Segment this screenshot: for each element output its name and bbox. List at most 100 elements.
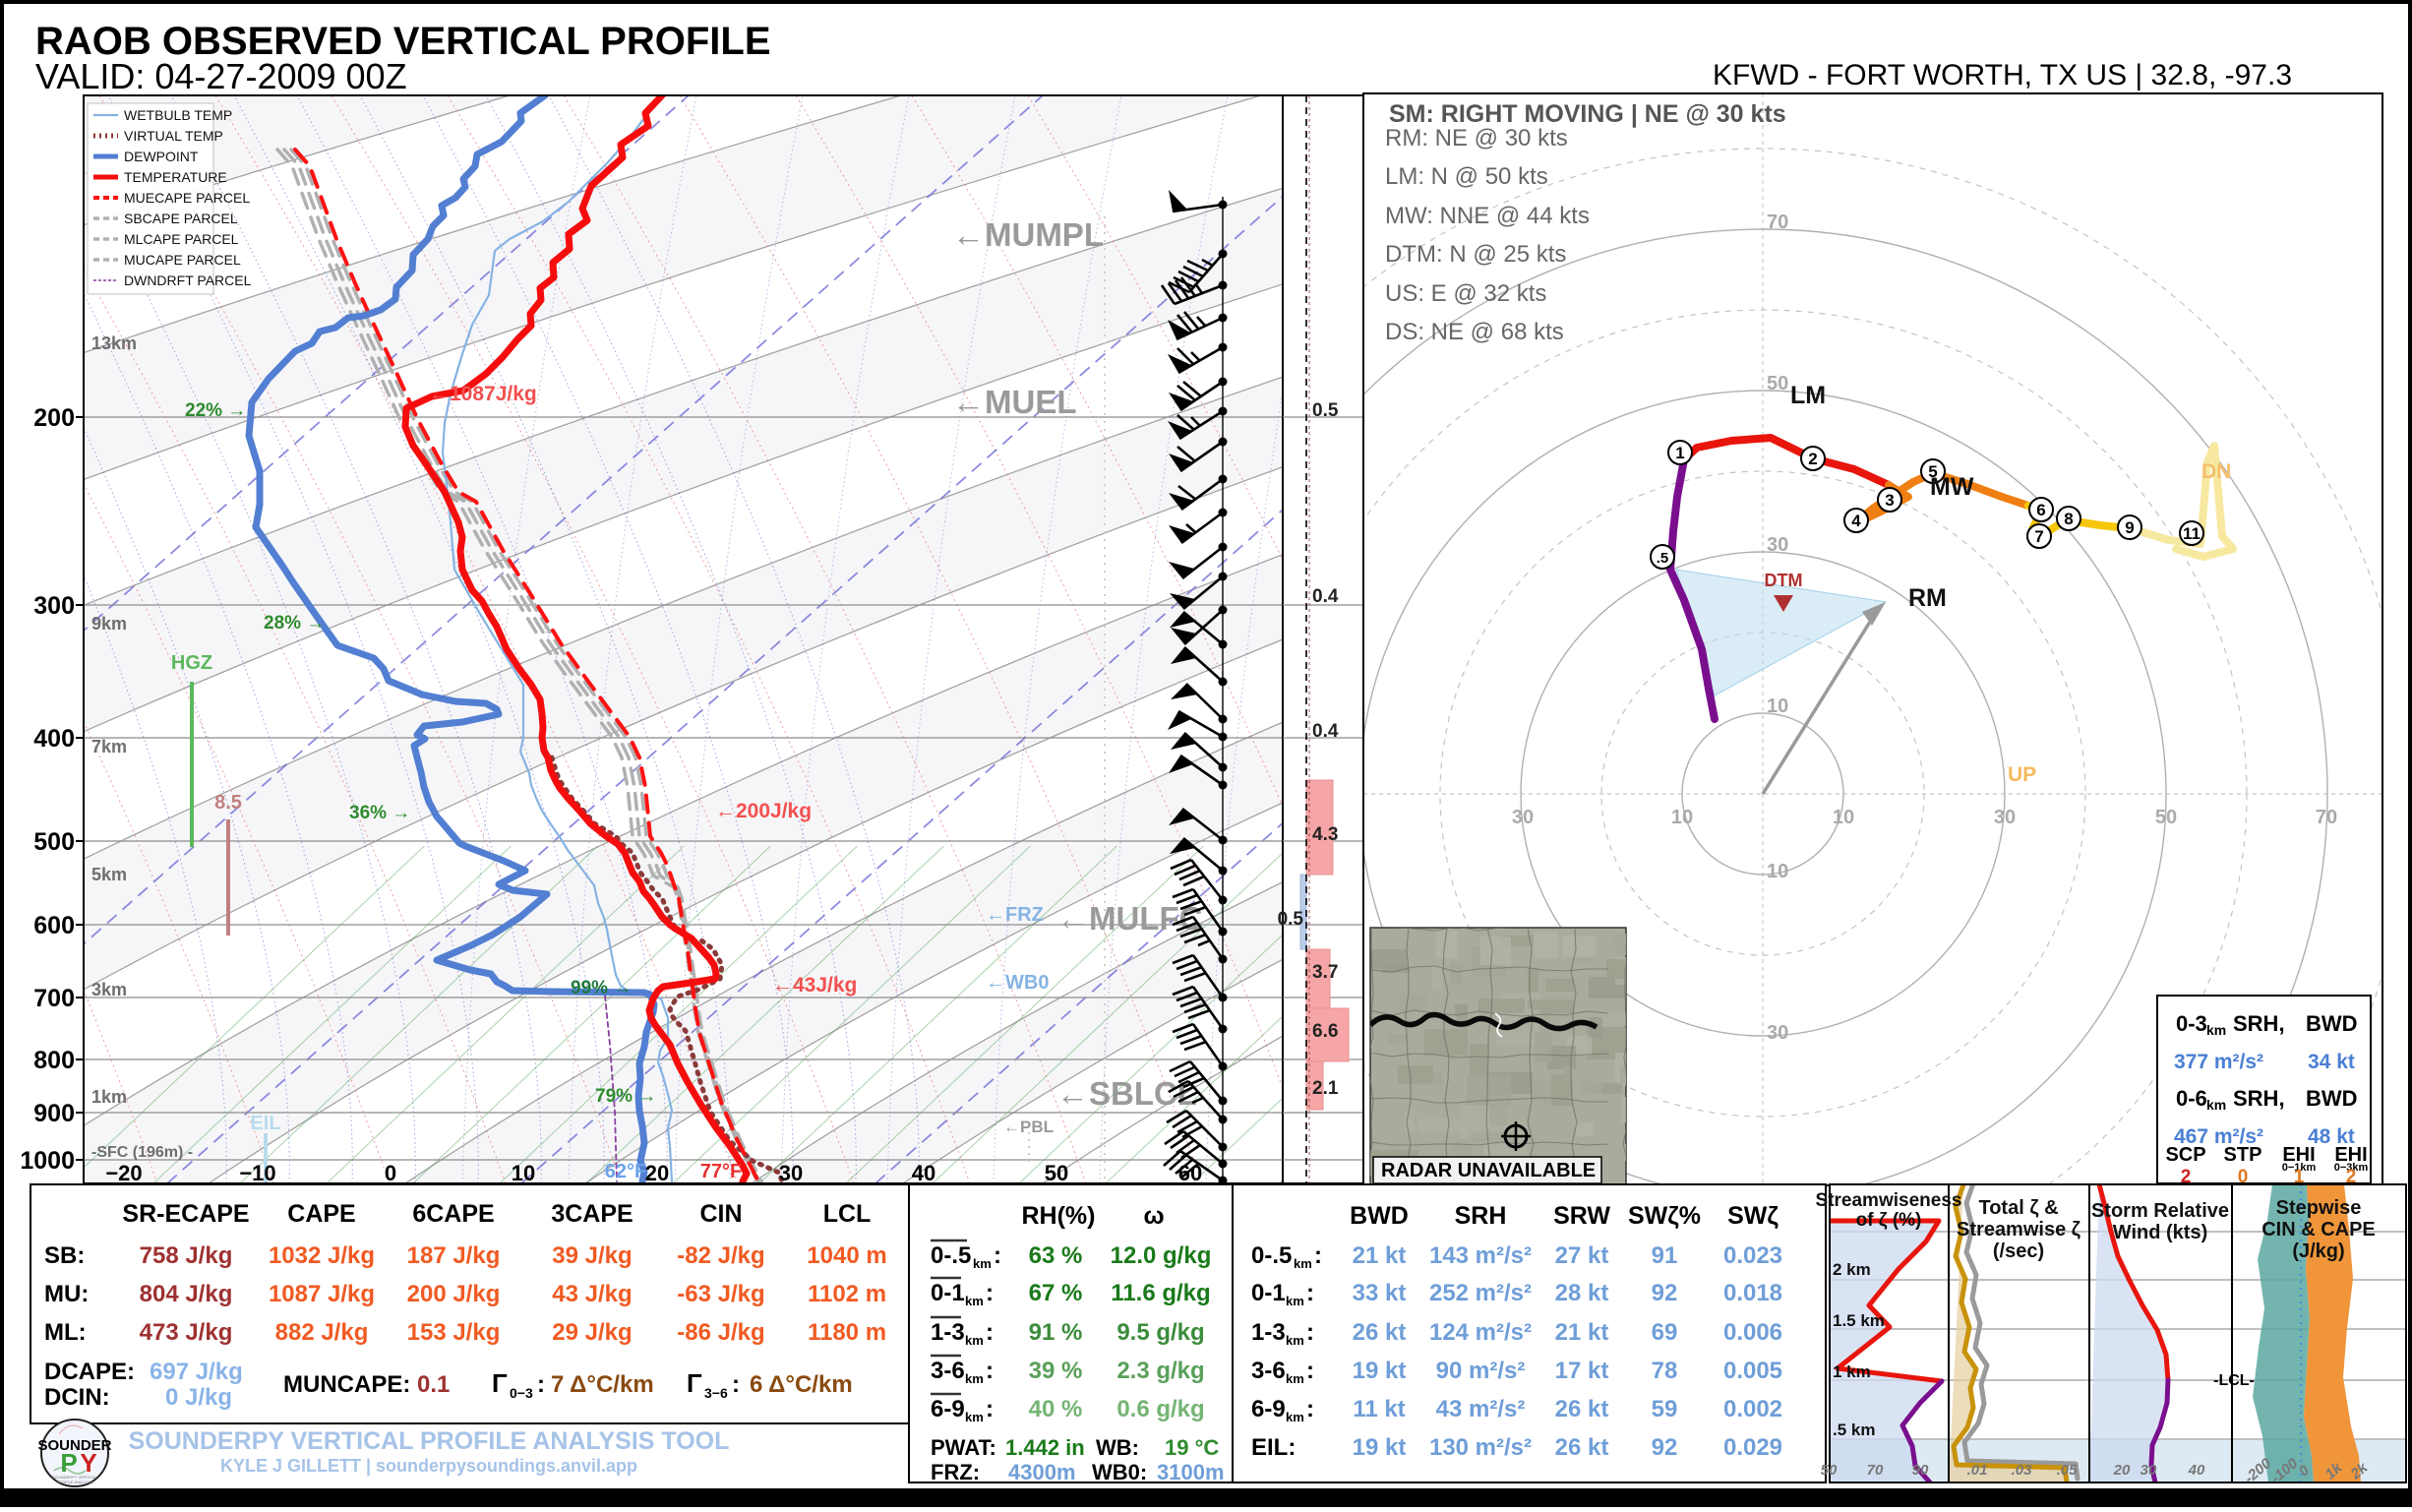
svg-text:km: km <box>1286 1294 1304 1308</box>
svg-text:DCIN:: DCIN: <box>44 1384 110 1411</box>
svg-text:19 °C: 19 °C <box>1165 1435 1219 1460</box>
svg-text:2: 2 <box>2181 1167 2192 1187</box>
svg-text::: : <box>1306 1358 1314 1384</box>
svg-text:1180 m: 1180 m <box>808 1319 886 1346</box>
svg-text:km: km <box>1294 1256 1312 1271</box>
svg-text:6 Δ°C/km: 6 Δ°C/km <box>750 1371 853 1398</box>
svg-text:30: 30 <box>779 1161 803 1185</box>
svg-text:5km: 5km <box>91 865 127 884</box>
svg-text::: : <box>537 1371 545 1398</box>
svg-text:40: 40 <box>2188 1462 2205 1479</box>
svg-text:400: 400 <box>33 725 75 753</box>
svg-text:99% →: 99% → <box>571 978 632 998</box>
svg-text:467 m²/s²: 467 m²/s² <box>2174 1125 2263 1148</box>
svg-text:SRH: SRH <box>1455 1202 1507 1230</box>
svg-text:17 kt: 17 kt <box>1555 1358 1609 1384</box>
svg-text:TEMPERATURE: TEMPERATURE <box>124 169 227 185</box>
svg-text:804 J/kg: 804 J/kg <box>140 1281 233 1307</box>
svg-text:0: 0 <box>2238 1167 2249 1187</box>
svg-text:90: 90 <box>1912 1462 1929 1479</box>
svg-text:km: km <box>973 1256 992 1271</box>
svg-text:1: 1 <box>1675 444 1684 462</box>
svg-text:SBCAPE PARCEL: SBCAPE PARCEL <box>124 211 238 226</box>
svg-text:50: 50 <box>2155 807 2177 828</box>
svg-text:.03: .03 <box>2012 1462 2033 1479</box>
svg-text:BWD: BWD <box>1350 1202 1409 1230</box>
svg-text:1102 m: 1102 m <box>808 1281 886 1307</box>
svg-text:59: 59 <box>1652 1396 1678 1422</box>
svg-text:7 Δ°C/km: 7 Δ°C/km <box>551 1371 654 1398</box>
svg-text:Stepwise: Stepwise <box>2276 1197 2362 1219</box>
svg-text:←PBL: ←PBL <box>1003 1118 1054 1136</box>
svg-text:←WB0: ←WB0 <box>986 972 1049 994</box>
svg-text:EIL:: EIL: <box>1251 1434 1296 1461</box>
svg-text:187 J/kg: 187 J/kg <box>407 1242 501 1269</box>
svg-text:0 J/kg: 0 J/kg <box>165 1384 232 1411</box>
svg-text:MUECAPE PARCEL: MUECAPE PARCEL <box>124 190 250 206</box>
svg-text:20: 20 <box>2113 1462 2131 1479</box>
svg-text:.01: .01 <box>1967 1462 1988 1479</box>
svg-text:2: 2 <box>1808 450 1817 468</box>
svg-text:27 kt: 27 kt <box>1555 1242 1609 1269</box>
svg-text:ML:: ML: <box>44 1319 87 1346</box>
svg-text:0.018: 0.018 <box>1723 1280 1782 1306</box>
svg-text::: : <box>1306 1319 1314 1346</box>
svg-text:←MUMPL: ←MUMPL <box>952 216 1104 253</box>
svg-text:0.5: 0.5 <box>1312 400 1339 421</box>
svg-text:33 kt: 33 kt <box>1353 1280 1407 1306</box>
svg-text:RAOB OBSERVED VERTICAL PROFILE: RAOB OBSERVED VERTICAL PROFILE <box>35 20 771 63</box>
svg-text:0-1: 0-1 <box>1251 1280 1286 1306</box>
svg-text:Storm Relative: Storm Relative <box>2091 1200 2229 1222</box>
svg-text:70: 70 <box>1867 1462 1884 1479</box>
svg-text:79% →: 79% → <box>595 1086 656 1107</box>
svg-text:11 kt: 11 kt <box>1353 1396 1405 1422</box>
svg-text:FRZ:: FRZ: <box>931 1460 980 1484</box>
svg-text:1 km: 1 km <box>1833 1362 1871 1381</box>
svg-text:21 kt: 21 kt <box>1555 1319 1609 1346</box>
svg-text:LM: LM <box>1790 382 1826 409</box>
svg-text:39 J/kg: 39 J/kg <box>552 1242 632 1269</box>
svg-text:28% →: 28% → <box>264 613 325 634</box>
svg-text:SR-ECAPE: SR-ECAPE <box>122 1200 249 1228</box>
svg-text:7km: 7km <box>91 737 127 756</box>
svg-text:4.3: 4.3 <box>1312 824 1338 845</box>
svg-text:-86 J/kg: -86 J/kg <box>677 1319 764 1346</box>
svg-text:Y: Y <box>80 1448 96 1478</box>
svg-text:21 kt: 21 kt <box>1353 1242 1407 1269</box>
svg-text:6: 6 <box>2036 501 2045 519</box>
svg-text:0.006: 0.006 <box>1723 1319 1782 1346</box>
svg-text:←200J/kg: ←200J/kg <box>715 800 812 822</box>
svg-text:←1087J/kg: ←1087J/kg <box>429 383 537 405</box>
svg-text:CAPE: CAPE <box>287 1200 355 1228</box>
svg-text:←FRZ: ←FRZ <box>986 904 1044 926</box>
svg-text:of ζ (%): of ζ (%) <box>1856 1210 1922 1231</box>
svg-text:1000: 1000 <box>20 1147 75 1175</box>
svg-text:-SFC (196m) -: -SFC (196m) - <box>91 1144 193 1161</box>
svg-text:9km: 9km <box>91 614 127 634</box>
svg-text:-63 J/kg: -63 J/kg <box>677 1281 764 1307</box>
svg-text:2.1: 2.1 <box>1312 1078 1339 1099</box>
svg-text:RM: RM <box>1908 584 1947 612</box>
svg-text:0.1: 0.1 <box>417 1371 450 1398</box>
svg-text:km: km <box>1286 1371 1304 1386</box>
svg-text:10: 10 <box>512 1161 535 1185</box>
svg-text:3-6: 3-6 <box>1251 1358 1286 1384</box>
svg-text:KFWD - FORT WORTH, TX US | 32.: KFWD - FORT WORTH, TX US | 32.8, -97.3 <box>1713 59 2292 91</box>
svg-text::: : <box>986 1319 994 1346</box>
svg-text:←43J/kg: ←43J/kg <box>772 974 857 997</box>
svg-text:9: 9 <box>2125 518 2134 537</box>
svg-text:1: 1 <box>2294 1167 2305 1187</box>
svg-text:19 kt: 19 kt <box>1353 1434 1407 1461</box>
svg-text:0-3: 0-3 <box>2176 1011 2207 1036</box>
svg-text:700: 700 <box>33 985 75 1012</box>
svg-text:30: 30 <box>1767 1022 1788 1044</box>
svg-text:.05: .05 <box>2057 1462 2079 1479</box>
svg-text:28 kt: 28 kt <box>1555 1280 1609 1306</box>
svg-text:Streamwise ζ: Streamwise ζ <box>1957 1219 2080 1240</box>
svg-text:km: km <box>965 1410 984 1424</box>
svg-text::: : <box>732 1371 740 1398</box>
svg-text:6CAPE: 6CAPE <box>412 1200 494 1228</box>
svg-text:143 m²/s²: 143 m²/s² <box>1429 1242 1532 1269</box>
svg-text:12.0 g/kg: 12.0 g/kg <box>1111 1242 1212 1269</box>
svg-text:0.4: 0.4 <box>1312 721 1339 742</box>
